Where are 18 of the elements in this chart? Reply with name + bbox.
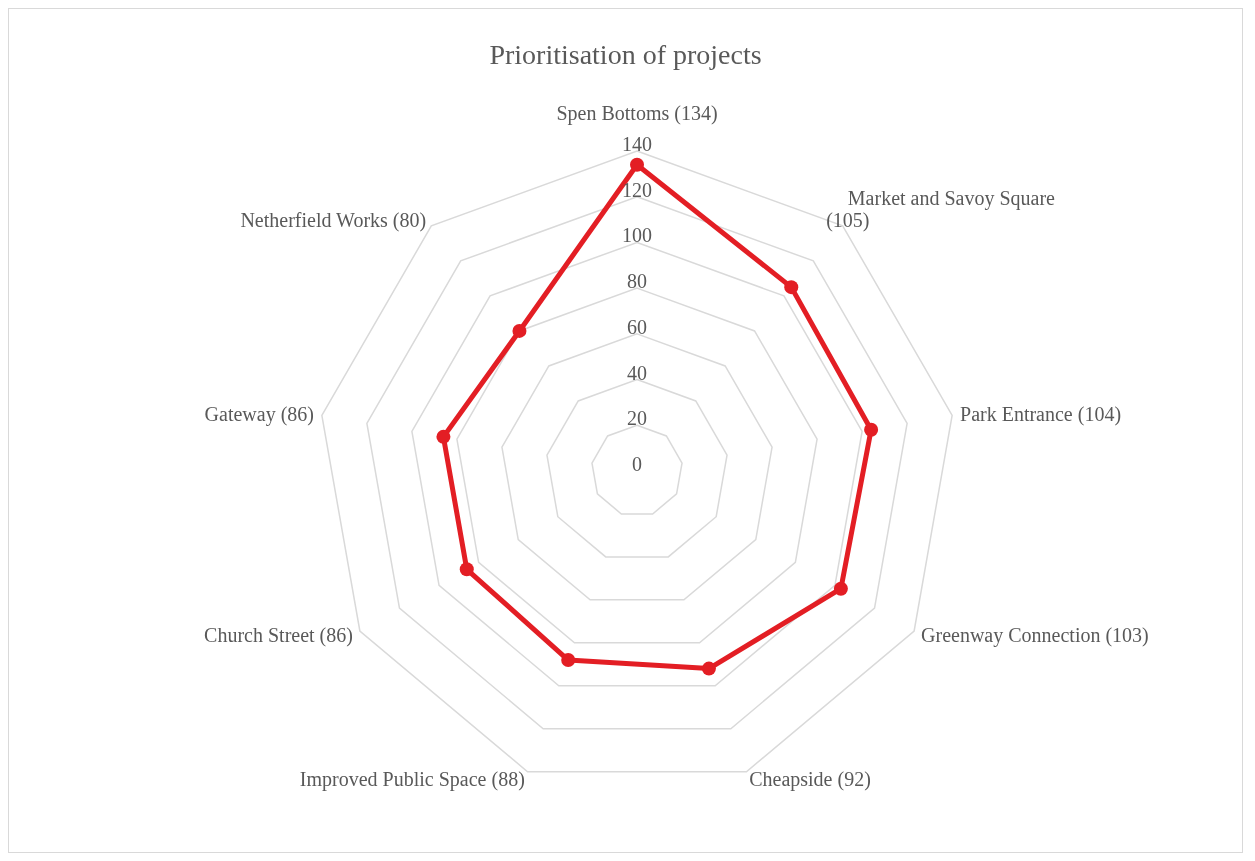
y-tick-label: 100 [622, 224, 652, 247]
spoke-label: Gateway (86) [204, 403, 314, 427]
chart-title: Prioritisation of projects [488, 39, 763, 71]
y-tick-label: 20 [627, 407, 647, 430]
spoke-label: Spen Bottoms (134) [556, 102, 718, 125]
y-tick-label: 120 [622, 178, 652, 201]
y-tick-label: 60 [627, 315, 647, 338]
spoke-label: Market and Savoy Square (105) [826, 186, 1056, 232]
spoke-label: Park Entrance (104) [960, 403, 1122, 427]
spoke-label: Cheapside (92) [749, 768, 871, 792]
y-tick-label: 40 [627, 361, 647, 384]
y-tick-label: 0 [632, 453, 642, 475]
y-tick-label: 140 [622, 133, 652, 155]
spoke-label: Church Street (86) [204, 624, 353, 647]
y-tick-label: 80 [627, 270, 647, 293]
spoke-label: Greenway Connection (103) [921, 624, 1149, 647]
spoke-label: Netherfield Works (80) [240, 208, 427, 232]
spoke-label: Improved Public Space (88) [299, 768, 525, 792]
